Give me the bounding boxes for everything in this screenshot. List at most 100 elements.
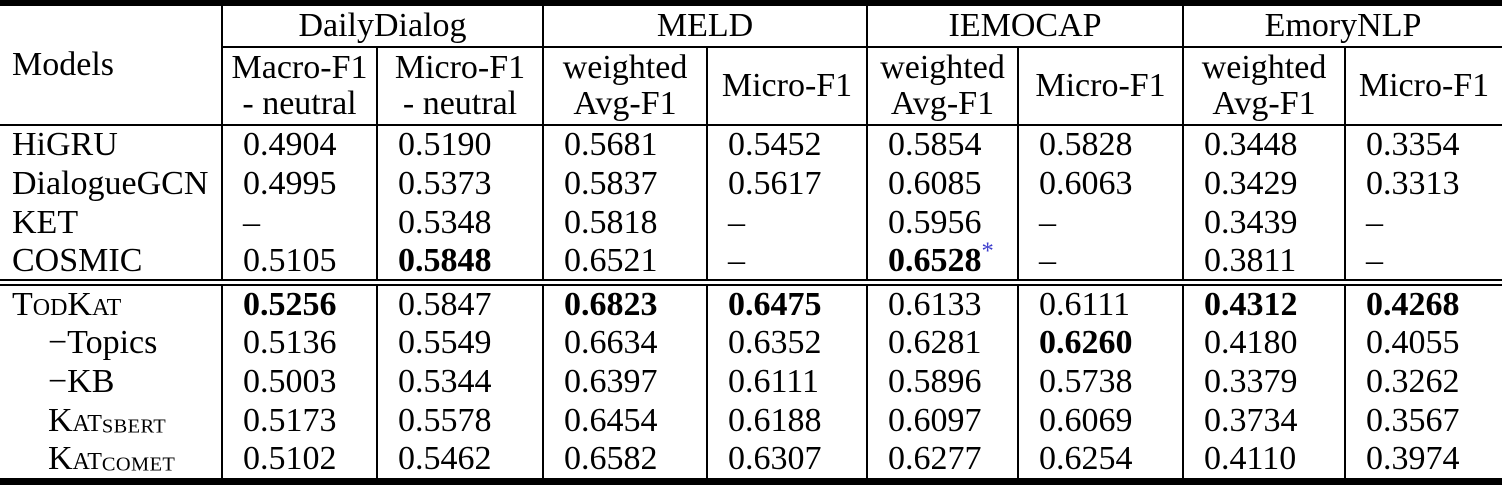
metric-value: 0.3262 <box>1366 363 1460 401</box>
model-name-text: Kat <box>48 402 102 440</box>
metric-value: 0.6133 <box>888 285 982 323</box>
metric-value: 0.5348 <box>398 203 492 241</box>
metric-value: 0.6352 <box>728 324 822 362</box>
table-row: COSMIC 0.5105 0.5848 0.6521–0.6528* –0.3811– <box>0 242 1502 283</box>
metric-value: 0.4268 <box>1366 285 1460 323</box>
value-cell: 0.5818 <box>542 203 708 243</box>
header-row-metrics: Macro-F1- neutral Micro-F1 - neutral weight… <box>0 47 1502 126</box>
metric-header-line: weighted <box>880 48 1005 86</box>
value-cell: 0.5828 <box>1017 125 1184 165</box>
value-cell: 0.4268 <box>1344 279 1502 324</box>
value-cell: 0.6111 <box>1017 279 1184 324</box>
metric-value: 0.5837 <box>564 164 658 202</box>
value-cell: 0.5173 <box>221 401 377 441</box>
metric-header-line: Micro-F1 <box>394 48 526 86</box>
value-cell: 0.6634 <box>542 323 708 363</box>
value-cell: 0.5003 <box>221 362 377 402</box>
model-name: −Topics <box>0 324 222 363</box>
value-cell: 0.3439 <box>1182 203 1346 243</box>
metric-value: 0.5681 <box>564 126 658 164</box>
metric-value: 0.4180 <box>1204 324 1298 362</box>
metric-value: 0.6085 <box>888 164 982 202</box>
metric-value: 0.5462 <box>398 440 492 478</box>
metric-value: 0.4995 <box>243 164 337 202</box>
value-cell: 0.5854 <box>866 125 1019 165</box>
metric-value: 0.5452 <box>728 126 822 164</box>
value-cell: 0.5549 <box>375 323 544 363</box>
value-cell: 0.6254 <box>1017 440 1184 482</box>
value-cell: 0.5373 <box>375 164 544 204</box>
table-row: HiGRU 0.4904 0.5190 0.5681 0.5452 0.5854 0.582… <box>0 125 1502 165</box>
metric-value: 0.4904 <box>243 126 337 164</box>
group-header-dailydialog: DailyDialog <box>220 3 544 48</box>
value-cell: 0.6069 <box>1017 401 1184 441</box>
value-cell: 0.3567 <box>1344 401 1502 441</box>
value-cell: 0.5617 <box>706 164 868 204</box>
value-cell: 0.3448 <box>1182 125 1346 165</box>
table-row: TodKat 0.5256 0.5847 0.6823 0.6475 0.6133 0.61… <box>0 279 1502 324</box>
models-header: Models <box>0 3 222 126</box>
value-cell: – <box>706 242 868 283</box>
metric-value: 0.6069 <box>1039 402 1133 440</box>
value-cell: 0.6188 <box>706 401 868 441</box>
value-cell: 0.5848 <box>375 242 544 283</box>
section-baselines: HiGRU 0.4904 0.5190 0.5681 0.5452 0.5854 0.582… <box>0 125 1502 283</box>
model-name-text: −KB <box>48 363 115 401</box>
value-cell: 0.6521 <box>542 242 708 283</box>
metric-value: 0.4055 <box>1366 324 1460 362</box>
value-cell: – <box>221 203 377 243</box>
metric-value: 0.6111 <box>1039 285 1131 323</box>
value-cell: 0.6085 <box>866 164 1019 204</box>
value-cell: 0.6307 <box>706 440 868 482</box>
table-row: −KB 0.5003 0.5344 0.6397 0.6111 0.5896 0.5738 0… <box>0 362 1502 402</box>
metric-value: 0.3379 <box>1204 363 1298 401</box>
value-cell: 0.4904 <box>221 125 377 165</box>
metric-value: 0.6528 <box>888 242 982 279</box>
metric-value: 0.6634 <box>564 324 658 362</box>
value-cell: 0.5847 <box>375 279 544 324</box>
metric-value: 0.5105 <box>243 242 337 279</box>
value-cell: 0.5462 <box>375 440 544 482</box>
value-cell: 0.6260 <box>1017 323 1184 363</box>
metric-header: weighted Avg-F1 <box>1182 47 1346 126</box>
value-cell: 0.6277 <box>866 440 1019 482</box>
value-cell: 0.5348 <box>375 203 544 243</box>
metric-value: 0.4312 <box>1204 285 1298 323</box>
metric-value: 0.6097 <box>888 402 982 440</box>
value-cell: – <box>1344 242 1502 283</box>
metric-header: weighted Avg-F1 <box>866 47 1019 126</box>
value-cell: 0.6111 <box>706 362 868 402</box>
model-name: TodKat <box>0 279 222 324</box>
value-cell: 0.4180 <box>1182 323 1346 363</box>
value-cell: 0.6097 <box>866 401 1019 441</box>
model-name-subscript: COMET <box>101 454 176 476</box>
metric-value: 0.5256 <box>243 285 337 323</box>
metric-value: 0.3734 <box>1204 402 1298 440</box>
metric-header: Macro-F1- neutral <box>221 47 377 126</box>
value-cell: 0.4995 <box>221 164 377 204</box>
metric-header-line: - neutral <box>242 85 357 122</box>
model-name: KatSBERT <box>0 402 222 441</box>
group-header-emorynlp: EmoryNLP <box>1182 3 1502 48</box>
value-cell: 0.6281 <box>866 323 1019 363</box>
metric-value: 0.5102 <box>243 440 337 478</box>
metric-value: 0.5617 <box>728 164 822 202</box>
metric-header-line: Avg-F1 <box>573 85 677 122</box>
value-cell: 0.4055 <box>1344 323 1502 363</box>
header-row-datasets: Models DailyDialog MELD IEMOCAP EmoryNLP <box>0 3 1502 126</box>
value-cell: 0.5681 <box>542 125 708 165</box>
metric-value: 0.5549 <box>398 324 492 362</box>
metric-value: – <box>1039 242 1057 279</box>
value-cell: 0.3811 <box>1182 242 1346 283</box>
metric-value: 0.5344 <box>398 363 492 401</box>
metric-value: 0.3313 <box>1366 164 1460 202</box>
value-cell: 0.4110 <box>1182 440 1346 482</box>
model-name: KatCOMET <box>0 441 222 482</box>
metric-value: 0.6475 <box>728 285 822 323</box>
value-cell: 0.5256 <box>221 279 377 324</box>
value-cell: 0.6352 <box>706 323 868 363</box>
metric-value: 0.5847 <box>398 285 492 323</box>
metric-value: – <box>728 242 746 279</box>
model-name-text: TodKat <box>12 285 122 323</box>
